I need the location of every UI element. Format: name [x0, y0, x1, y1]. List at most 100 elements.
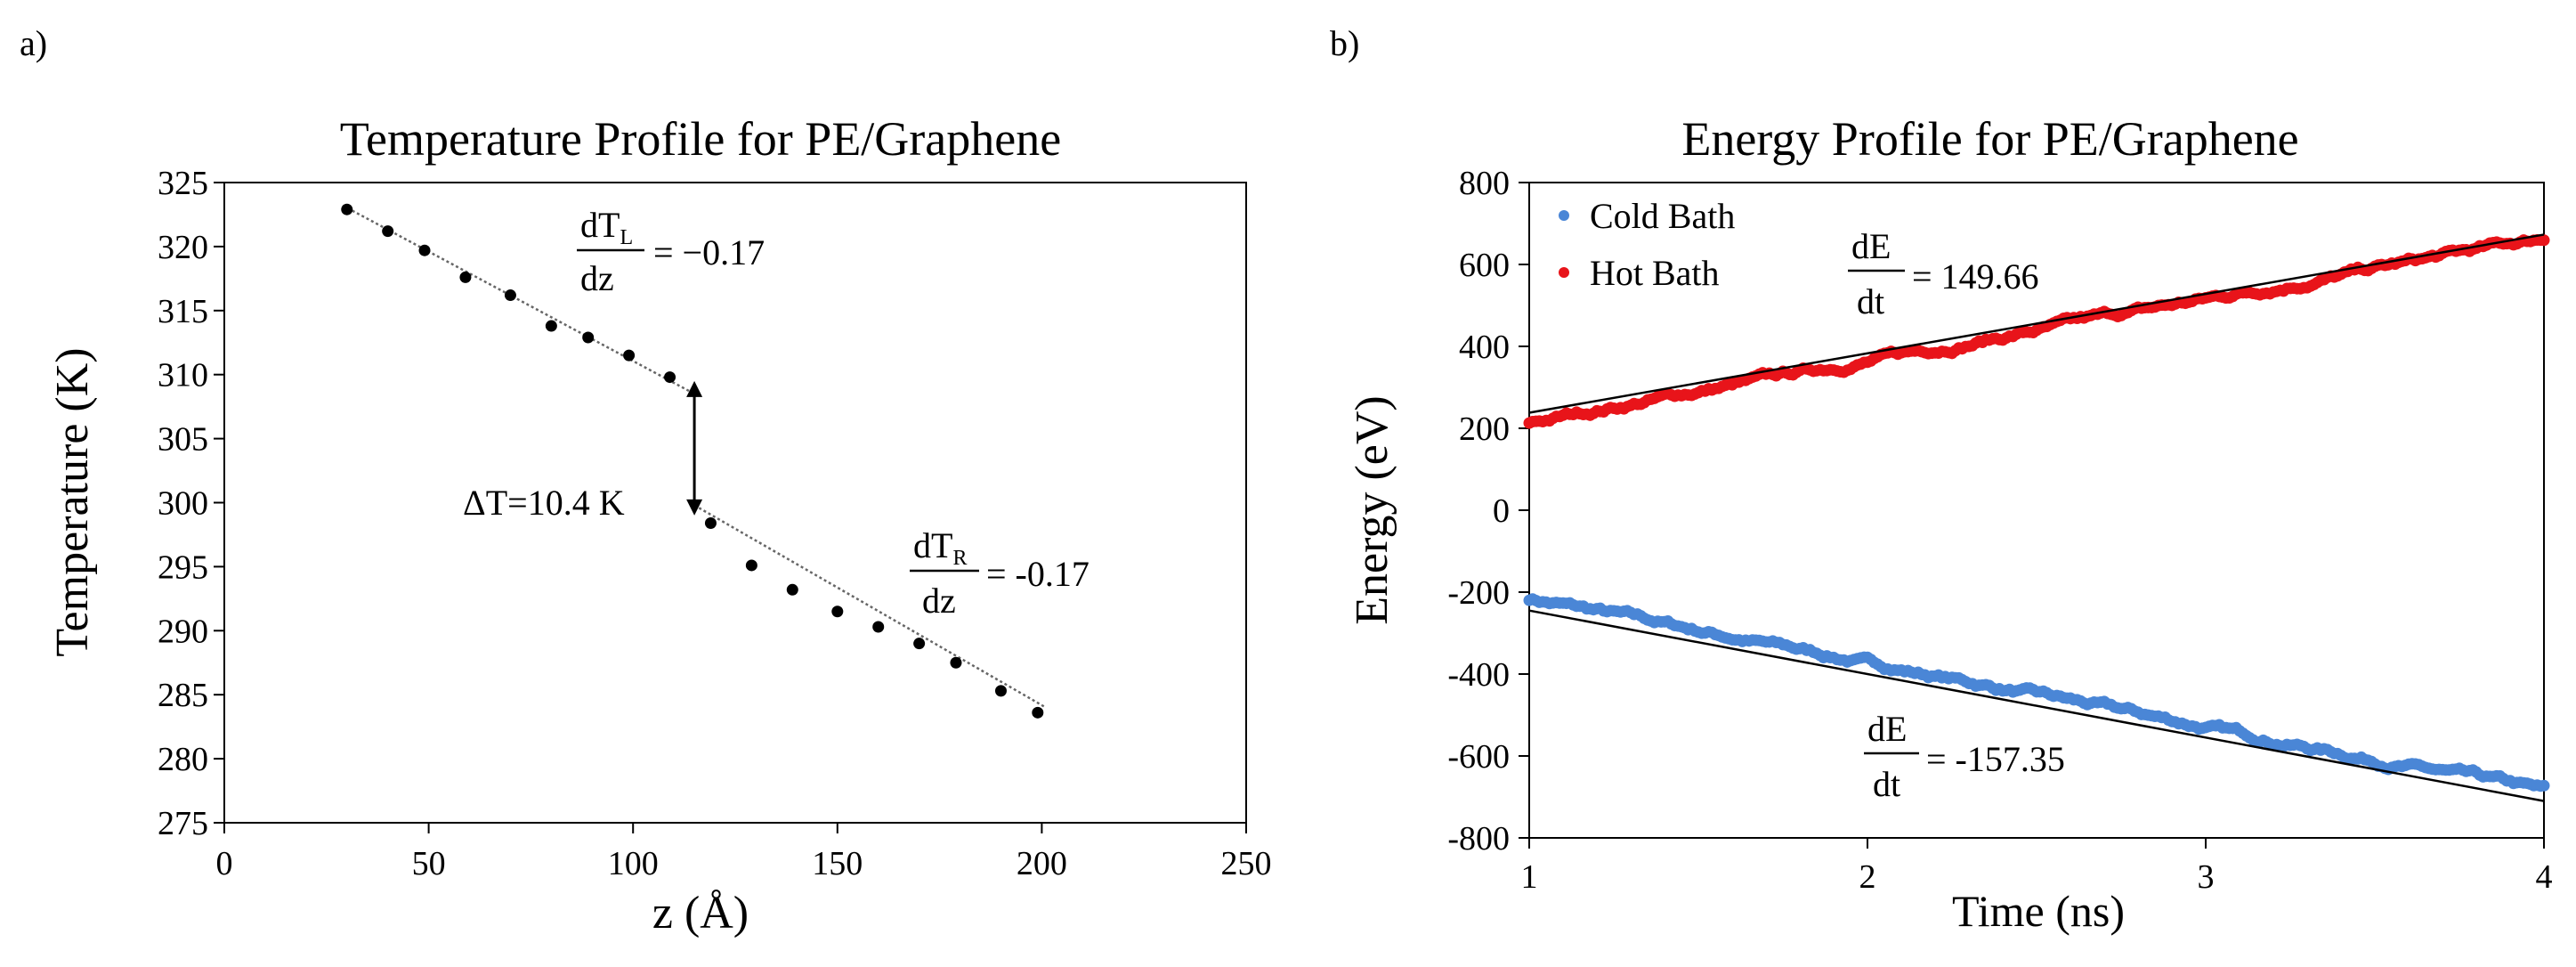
left-slope-annotation: dTL dz = −0.17: [577, 205, 765, 298]
chart-b-x-label: Time (ns): [1952, 886, 2125, 936]
data-point: [623, 349, 636, 362]
cold-slope-value: = -157.35: [1926, 739, 2065, 779]
y-tick-label: 325: [158, 165, 208, 202]
y-tick-label: 400: [1459, 329, 1510, 366]
chart-a-x-axis: 0 50 100 150 200 250: [216, 823, 1272, 882]
legend-hot-bath-label: Hot Bath: [1590, 253, 1720, 293]
right-slope-numerator: dTR: [913, 525, 967, 570]
hot-slope-denominator: dt: [1857, 281, 1884, 321]
data-point: [582, 331, 595, 344]
y-tick-label: 285: [158, 677, 208, 714]
panel-label-a: a): [20, 23, 47, 63]
data-point: [831, 605, 844, 618]
y-tick-label: -200: [1447, 574, 1510, 612]
chart-b-y-label: Energy (eV): [1347, 395, 1397, 625]
data-point: [1032, 706, 1044, 719]
x-tick-label: 50: [412, 845, 446, 882]
delta-t-arrow: [686, 380, 703, 516]
data-point: [704, 517, 717, 530]
right-slope-denominator: dz: [922, 581, 956, 621]
arrow-head-up: [686, 380, 703, 397]
y-tick-label: 295: [158, 549, 208, 586]
legend-hot-bath-marker: [1559, 267, 1569, 278]
y-tick-label: 275: [158, 805, 208, 842]
right-slope-annotation: dTR dz = -0.17: [910, 525, 1090, 621]
hot-bath-point: [2538, 234, 2550, 247]
x-tick-label: 4: [2536, 858, 2553, 896]
chart-a-points: [341, 203, 1044, 719]
hot-slope-value: = 149.66: [1912, 256, 2039, 297]
temperature-chart: Temperature Profile for PE/Graphene 2752…: [47, 112, 1272, 939]
data-point: [504, 289, 516, 302]
chart-a-y-label: Temperature (K): [47, 347, 98, 656]
arrow-head-down: [686, 499, 703, 516]
cold-slope-denominator: dt: [1873, 764, 1900, 804]
chart-a-plot-area: [223, 182, 1247, 824]
y-tick-label: 300: [158, 485, 208, 523]
cold-slope-annotation: dE dt = -157.35: [1864, 709, 2065, 804]
y-tick-label: 305: [158, 421, 208, 459]
chart-a-title: Temperature Profile for PE/Graphene: [340, 112, 1061, 166]
delta-t-label: ΔT=10.4 K: [463, 483, 625, 523]
y-tick-label: 600: [1459, 247, 1510, 284]
data-point: [872, 621, 885, 633]
x-tick-label: 100: [608, 845, 659, 882]
data-point: [418, 244, 431, 256]
chart-b-fit-lines: [1528, 233, 2545, 802]
chart-b-series: [1523, 234, 2550, 792]
y-tick-label: -800: [1447, 820, 1510, 857]
y-tick-label: 290: [158, 613, 208, 650]
y-tick-label: -600: [1447, 738, 1510, 776]
data-point: [382, 225, 394, 238]
y-tick-label: 310: [158, 357, 208, 394]
data-point: [913, 638, 926, 650]
x-tick-label: 2: [1859, 858, 1876, 896]
chart-b-legend: Cold Bath Hot Bath: [1559, 196, 1735, 293]
fit-line: [1528, 233, 2545, 414]
x-tick-label: 250: [1221, 845, 1272, 882]
data-point: [341, 203, 353, 215]
chart-a-fit-lines: [342, 204, 1047, 709]
y-tick-label: 800: [1459, 165, 1510, 202]
y-tick-label: 320: [158, 229, 208, 266]
data-point: [545, 320, 557, 332]
hot-slope-annotation: dE dt = 149.66: [1848, 226, 2039, 321]
cold-bath-series: [1523, 593, 2550, 792]
hot-bath-series: [1523, 234, 2550, 429]
data-point: [745, 559, 757, 572]
data-point: [994, 685, 1007, 697]
x-tick-label: 200: [1017, 845, 1067, 882]
right-slope-value: = -0.17: [986, 554, 1090, 594]
x-tick-label: 3: [2198, 858, 2215, 896]
y-tick-label: -400: [1447, 656, 1510, 694]
fit-line: [693, 504, 1047, 709]
y-tick-label: 315: [158, 293, 208, 330]
x-tick-label: 1: [1521, 858, 1538, 896]
panel-label-b: b): [1330, 23, 1359, 63]
left-slope-numerator: dTL: [580, 205, 633, 249]
data-point: [786, 583, 798, 596]
data-point: [664, 371, 676, 384]
left-slope-denominator: dz: [580, 258, 614, 298]
data-point: [459, 271, 472, 283]
data-point: [950, 656, 962, 669]
x-tick-label: 150: [812, 845, 863, 882]
legend-cold-bath-marker: [1559, 210, 1569, 221]
left-slope-value: = −0.17: [653, 232, 765, 272]
cold-slope-numerator: dE: [1867, 709, 1907, 749]
y-tick-label: 200: [1459, 410, 1510, 448]
fit-line: [342, 204, 695, 395]
y-tick-label: 0: [1493, 492, 1510, 530]
y-tick-label: 280: [158, 741, 208, 778]
cold-bath-point: [2538, 779, 2550, 792]
chart-a-y-axis: 275 280 285 290 295 300 305 310 315 320 325: [158, 165, 224, 842]
hot-slope-numerator: dE: [1851, 226, 1891, 266]
fit-line: [1528, 609, 2545, 802]
chart-b-y-axis: 800 600 400 200 0 -200 -400 -600 -800: [1447, 165, 1529, 857]
legend-cold-bath-label: Cold Bath: [1590, 196, 1735, 236]
energy-chart: Energy Profile for PE/Graphene 800 600 400…: [1347, 112, 2553, 936]
chart-b-x-axis: 1 2 3 4: [1521, 838, 2553, 896]
x-tick-label: 0: [216, 845, 233, 882]
chart-b-title: Energy Profile for PE/Graphene: [1681, 112, 2298, 166]
